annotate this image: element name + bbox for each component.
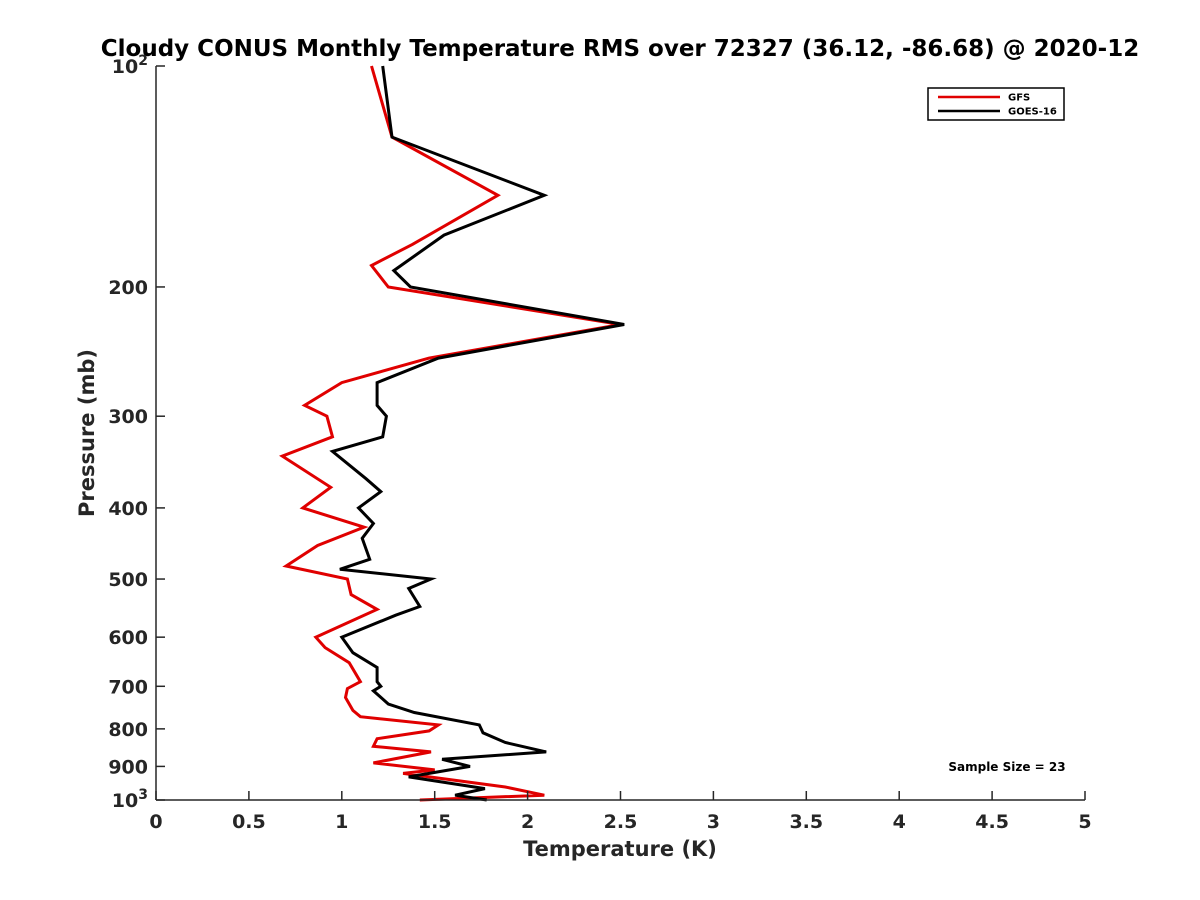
x-tick-label: 3 (707, 811, 720, 833)
sample-size-annotation: Sample Size = 23 (948, 760, 1065, 774)
legend: GFS GOES-16 (927, 87, 1065, 121)
y-tick-label: 700 (108, 676, 148, 698)
x-tick-label: 2 (521, 811, 534, 833)
x-tick-label: 1 (335, 811, 348, 833)
x-axis-title: Temperature (K) (523, 837, 717, 861)
x-tick-label: 5 (1078, 811, 1091, 833)
x-tick-label: 4 (893, 811, 906, 833)
y-tick-label: 400 (108, 498, 148, 520)
series-line-goes-16 (329, 65, 625, 802)
x-tick-label: 2.5 (604, 811, 638, 833)
x-ticks: 0 0.5 1 1.5 2 2.5 3 3.5 4 4.5 5 (149, 791, 1092, 833)
x-tick-label: 4.5 (975, 811, 1009, 833)
x-tick-label: 3.5 (789, 811, 823, 833)
x-tick-label: 0.5 (232, 811, 266, 833)
chart-title: Cloudy CONUS Monthly Temperature RMS ove… (101, 36, 1139, 62)
legend-label-gfs: GFS (1008, 93, 1030, 104)
y-tick-label: 600 (108, 627, 148, 649)
y-tick-label: 103 (112, 787, 148, 812)
x-tick-label: 1.5 (418, 811, 452, 833)
legend-box (927, 87, 1065, 121)
x-tick-label: 0 (149, 811, 162, 833)
y-axis-title: Pressure (mb) (75, 349, 99, 517)
y-tick-label: 800 (108, 719, 148, 741)
series-layer (279, 65, 625, 802)
y-tick-label: 102 (112, 53, 148, 78)
y-tick-label: 500 (108, 569, 148, 591)
y-tick-label: 900 (108, 756, 148, 778)
y-ticks: 102 200 300 400 500 600 700 800 900 103 (108, 53, 165, 812)
y-tick-label: 200 (108, 277, 148, 299)
y-tick-label: 300 (108, 406, 148, 428)
legend-label-goes-16: GOES-16 (1008, 107, 1057, 118)
